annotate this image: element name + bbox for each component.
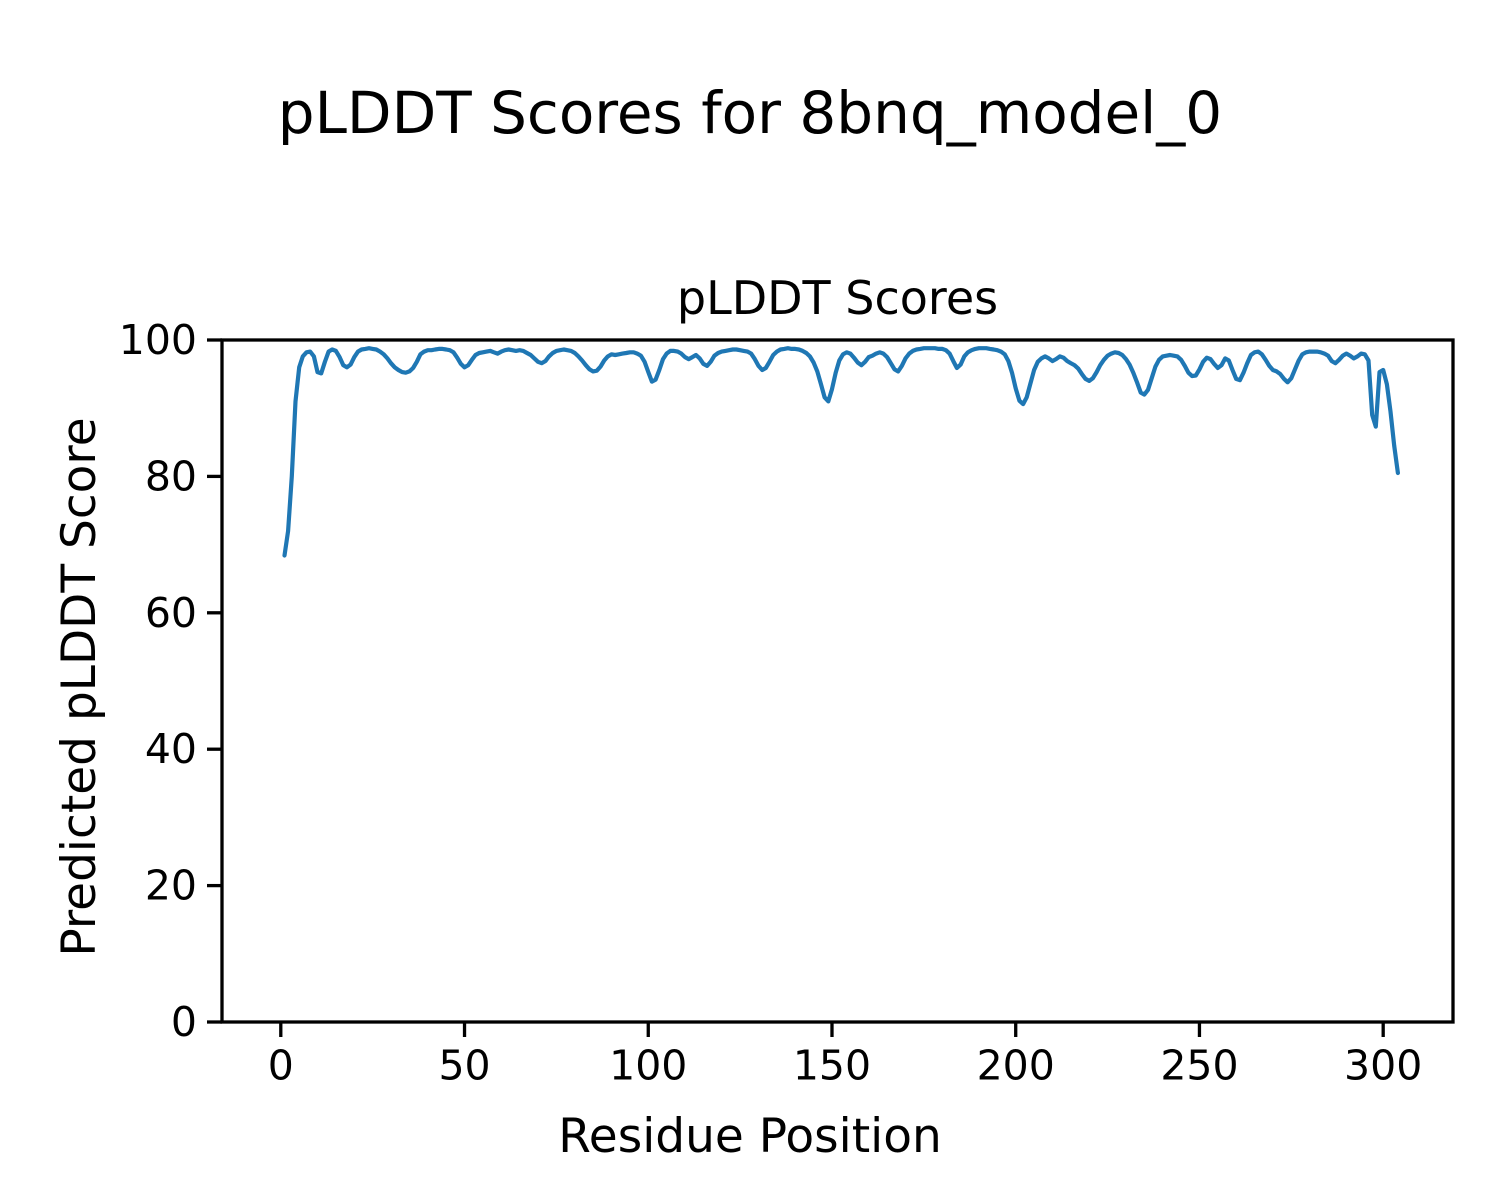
- y-tick-label: 100: [119, 316, 197, 364]
- y-tick-label: 60: [145, 589, 197, 637]
- y-tick-label: 80: [145, 452, 197, 500]
- plddt-line: [282, 346, 1401, 558]
- x-tick-label: 0: [268, 1041, 294, 1089]
- y-tick-label: 0: [171, 998, 197, 1046]
- x-tick-label: 300: [1344, 1041, 1422, 1089]
- axes-title: pLDDT Scores: [676, 271, 999, 325]
- x-tick-label: 150: [793, 1041, 871, 1089]
- plot-frame: [220, 338, 1455, 1024]
- x-tick-label: 100: [609, 1041, 687, 1089]
- y-tick-label: 20: [145, 862, 197, 910]
- x-axis-label: Residue Position: [558, 1109, 942, 1164]
- y-tick-label: 40: [145, 725, 197, 773]
- x-tick-label: 250: [1160, 1041, 1238, 1089]
- figure-title: pLDDT Scores for 8bnq_model_0: [277, 79, 1223, 147]
- x-tick-label: 200: [977, 1041, 1055, 1089]
- x-tick-label: 50: [438, 1041, 490, 1089]
